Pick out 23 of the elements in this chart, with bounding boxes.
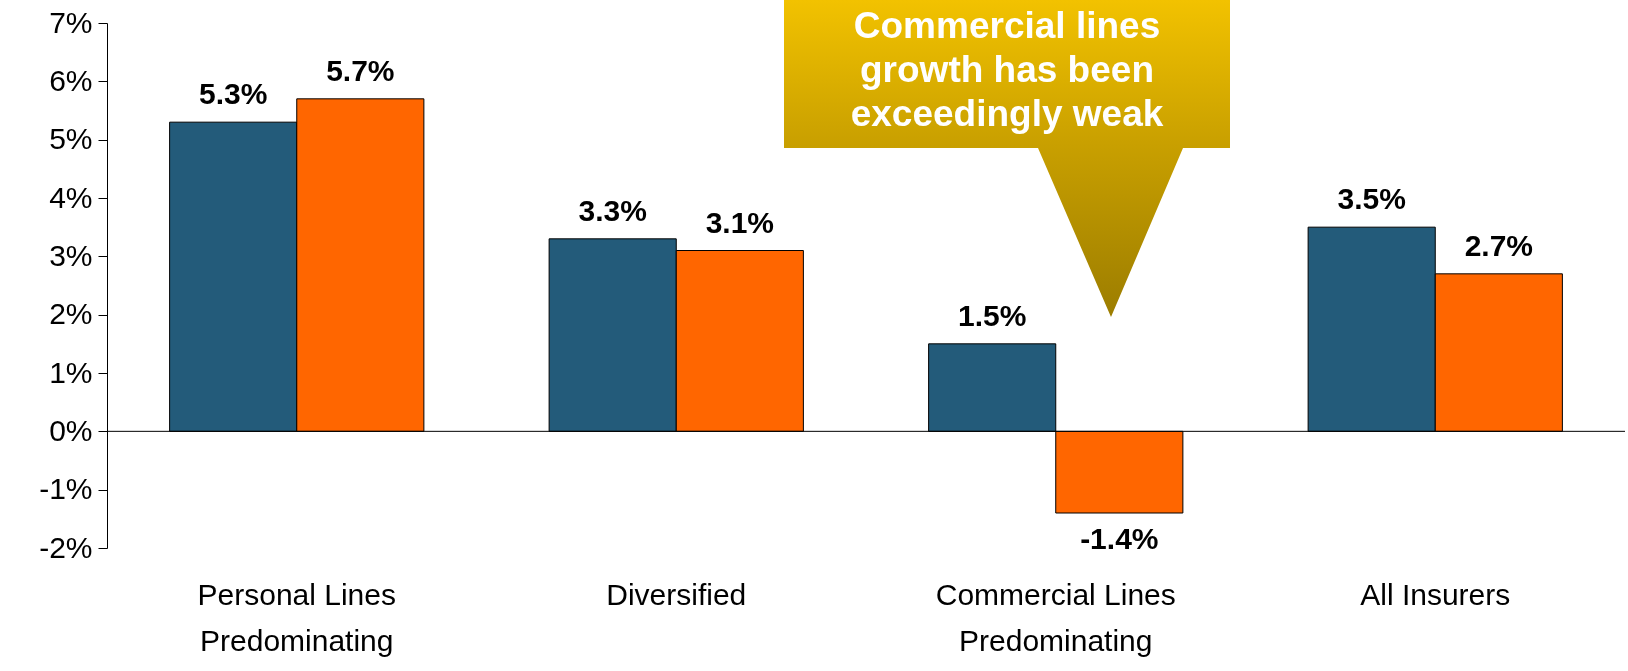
- y-tick-label: 0%: [49, 413, 93, 447]
- y-tick-label: 4%: [49, 180, 93, 214]
- data-label: -1.4%: [1080, 522, 1159, 555]
- data-label: 3.3%: [578, 193, 647, 227]
- data-label: 2.7%: [1464, 228, 1534, 262]
- data-label: 3.1%: [705, 205, 775, 239]
- y-tick-label: -1%: [39, 472, 93, 506]
- data-label: 3.5%: [1337, 182, 1406, 216]
- x-tick-label: Commercial Lines Predominating: [935, 577, 1176, 657]
- y-tick-label: 6%: [49, 63, 93, 97]
- y-tick-label: -2%: [39, 530, 93, 564]
- y-tick-label: 7%: [49, 5, 93, 39]
- data-label: 5.3%: [198, 77, 268, 111]
- y-tick-label: 3%: [49, 238, 93, 272]
- data-label: 5.7%: [326, 53, 395, 87]
- x-tick-label: All Insurers: [1360, 577, 1511, 611]
- y-tick-label: 1%: [49, 355, 93, 389]
- annotation: Commercial lines growth has been exceedingly weak: [849, 4, 1165, 136]
- data-label: 1.5%: [957, 298, 1027, 332]
- x-tick-label: Diversified: [606, 577, 747, 611]
- x-tick-label: Personal Lines Predominating: [197, 577, 396, 657]
- y-tick-label: 5%: [49, 122, 93, 156]
- y-tick-label: 2%: [49, 297, 93, 331]
